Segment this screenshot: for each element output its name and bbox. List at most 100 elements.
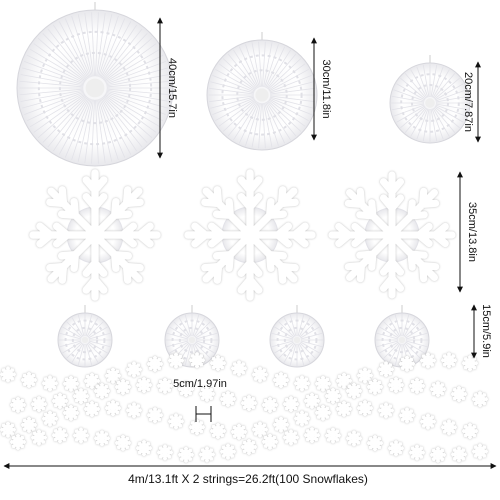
- dimension-label: 20cm/7.87in: [462, 72, 474, 132]
- garland-flake: [282, 429, 300, 446]
- garland-flake: [198, 385, 216, 403]
- fan-center: [425, 98, 435, 108]
- garland: [0, 399, 479, 441]
- garland-flake: [188, 352, 206, 369]
- paper-fan: [16, 2, 174, 167]
- garland-flake: [345, 382, 363, 399]
- garland-flake: [104, 399, 122, 417]
- garland-flake: [251, 421, 269, 438]
- fan-center: [293, 336, 301, 344]
- garland-flake: [387, 376, 405, 394]
- fan-ring: [58, 51, 132, 125]
- garland-flake: [387, 440, 405, 457]
- garland-flake: [30, 429, 48, 446]
- garland-flake: [177, 380, 195, 398]
- garland-flake: [303, 392, 321, 409]
- fan-ring: [276, 319, 318, 361]
- garland-flake: [114, 434, 132, 452]
- garland-flake: [293, 410, 311, 427]
- garland-flake: [408, 377, 426, 395]
- fan-center: [255, 88, 269, 102]
- snowflake-fan: [29, 169, 161, 301]
- fan-ring: [221, 54, 303, 136]
- garland-flake: [324, 427, 342, 444]
- fan-ring: [236, 69, 288, 121]
- decorations: [0, 2, 489, 463]
- garland-flake: [30, 396, 48, 413]
- garland-flake: [156, 377, 174, 394]
- garland-flake: [461, 423, 479, 440]
- garland-flake: [146, 355, 164, 373]
- fan-center: [398, 336, 406, 344]
- garland-flake: [240, 394, 258, 412]
- fan-folds: [58, 313, 112, 367]
- fan-center: [81, 336, 89, 344]
- garland-flake: [366, 378, 384, 395]
- dimension-label: 4m/13.1ft X 2 strings=26.2ft(100 Snowfla…: [128, 472, 368, 486]
- garland-flake: [335, 400, 353, 418]
- garland-flake: [198, 446, 216, 463]
- garland-flake: [293, 375, 311, 392]
- garland-flake: [429, 381, 447, 398]
- garland-flake: [72, 388, 90, 405]
- garland-flake: [83, 400, 101, 418]
- fan-ring: [411, 84, 449, 122]
- paper-fan: [389, 55, 471, 144]
- garland-flake: [114, 378, 132, 396]
- garland-flake: [450, 446, 468, 463]
- garland-flake: [303, 427, 321, 444]
- dimension-line: [195, 406, 212, 422]
- snowflake: [29, 169, 161, 301]
- garland-flake: [0, 421, 17, 438]
- garland-flake: [125, 361, 143, 378]
- fan-folds: [270, 313, 324, 367]
- garland-flake: [167, 413, 185, 430]
- garland-flake: [135, 376, 153, 394]
- garland-flake: [219, 443, 237, 460]
- garland-flake: [9, 396, 27, 414]
- garland-flake: [440, 419, 458, 436]
- garland-flake: [9, 433, 27, 451]
- dimension-label: 30cm/11.8in: [320, 59, 332, 118]
- garland-flake: [272, 416, 290, 433]
- garland-flake: [240, 438, 258, 456]
- garland-flake: [209, 355, 227, 372]
- garland-flake: [209, 422, 227, 440]
- fan-ring: [388, 326, 416, 354]
- garland-flake: [261, 396, 279, 414]
- garland-flake: [398, 407, 416, 424]
- fan-ring: [178, 326, 206, 354]
- garland-flake: [0, 366, 17, 383]
- garland-flake: [314, 375, 332, 392]
- garland-flake: [408, 444, 426, 461]
- garland-flake: [471, 443, 489, 460]
- garland: [9, 427, 489, 463]
- garland-flake: [429, 446, 447, 463]
- garland-flake: [398, 355, 416, 372]
- garland-flake: [366, 434, 384, 452]
- fan-ring: [400, 73, 460, 133]
- garland-flake: [20, 416, 38, 433]
- garland-flake: [188, 419, 206, 436]
- garland-flake: [41, 410, 59, 427]
- garland-flake: [62, 375, 80, 392]
- snowflake-fan: [184, 169, 316, 301]
- garland-flake: [41, 375, 59, 392]
- garland-flake: [135, 440, 153, 457]
- garland-flake: [93, 430, 111, 447]
- garland-flake: [167, 352, 185, 369]
- garland-flake: [230, 423, 248, 441]
- fan-ring: [64, 319, 106, 361]
- fan-folds: [19, 12, 171, 164]
- garland-flake: [93, 382, 111, 400]
- paper-fan: [206, 32, 318, 151]
- garland-flake: [461, 355, 479, 372]
- garland-flake: [419, 352, 437, 369]
- dimension-label: 5cm/1.97in: [173, 378, 227, 390]
- garland-flake: [356, 400, 374, 417]
- garland-flake: [20, 371, 38, 389]
- garland-flake: [251, 366, 269, 383]
- garland-flake: [104, 367, 122, 384]
- fan-ring: [283, 326, 311, 354]
